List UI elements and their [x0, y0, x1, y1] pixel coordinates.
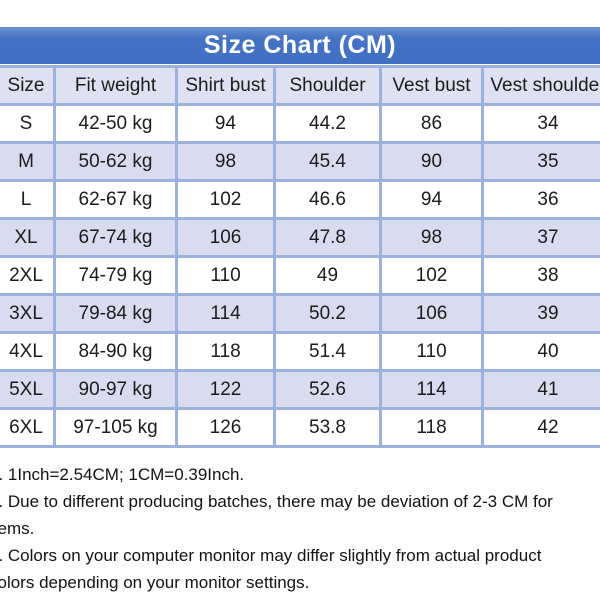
- table-cell: 110: [175, 255, 276, 296]
- table-cell: 6XL: [0, 407, 56, 448]
- table-cell: 36: [481, 179, 600, 220]
- table-cell: 40: [481, 331, 600, 372]
- table-cell: 94: [379, 179, 484, 220]
- table-cell: M: [0, 141, 56, 182]
- table-cell: 106: [379, 293, 484, 334]
- table-row-s: S 42-50 kg 94 44.2 86 34: [0, 103, 600, 144]
- table-cell: 118: [379, 407, 484, 448]
- table-cell: 118: [175, 331, 276, 372]
- note-line-4: 3. Colors on your computer monitor may d…: [0, 546, 542, 565]
- table-cell: 94: [175, 103, 276, 144]
- table-cell: 90-97 kg: [53, 369, 178, 410]
- table-cell: 67-74 kg: [53, 217, 178, 258]
- column-header-shirt-bust: Shirt bust: [175, 65, 276, 106]
- table-cell: 90: [379, 141, 484, 182]
- table-cell: 53.8: [273, 407, 382, 448]
- table-row-3xl: 3XL 79-84 kg 114 50.2 106 39: [0, 293, 600, 334]
- table-cell: 126: [175, 407, 276, 448]
- table-cell: 97-105 kg: [53, 407, 178, 448]
- table-row-5xl: 5XL 90-97 kg 122 52.6 114 41: [0, 369, 600, 410]
- table-cell: 39: [481, 293, 600, 334]
- table-cell: 34: [481, 103, 600, 144]
- table-cell: 2XL: [0, 255, 56, 296]
- table-cell: L: [0, 179, 56, 220]
- table-cell: 5XL: [0, 369, 56, 410]
- table-cell: 45.4: [273, 141, 382, 182]
- table-cell: 42-50 kg: [53, 103, 178, 144]
- table-cell: 52.6: [273, 369, 382, 410]
- table-cell: XL: [0, 217, 56, 258]
- column-header-size: Size: [0, 65, 56, 106]
- table-cell: 41: [481, 369, 600, 410]
- table-cell: S: [0, 103, 56, 144]
- table-row-m: M 50-62 kg 98 45.4 90 35: [0, 141, 600, 182]
- table-cell: 44.2: [273, 103, 382, 144]
- size-chart-table: Size Fit weight Shirt bust Shoulder Vest…: [0, 65, 600, 448]
- table-cell: 47.8: [273, 217, 382, 258]
- table-cell: 46.6: [273, 179, 382, 220]
- table-cell: 51.4: [273, 331, 382, 372]
- table-cell: 49: [273, 255, 382, 296]
- table-cell: 79-84 kg: [53, 293, 178, 334]
- table-cell: 50.2: [273, 293, 382, 334]
- column-header-shoulder: Shoulder: [273, 65, 382, 106]
- note-line-3: items.: [0, 519, 35, 538]
- table-cell: 3XL: [0, 293, 56, 334]
- table-cell: 35: [481, 141, 600, 182]
- column-header-fit-weight: Fit weight: [53, 65, 178, 106]
- table-row-4xl: 4XL 84-90 kg 118 51.4 110 40: [0, 331, 600, 372]
- column-header-vest-bust: Vest bust: [379, 65, 484, 106]
- table-row-xl: XL 67-74 kg 106 47.8 98 37: [0, 217, 600, 258]
- table-cell: 4XL: [0, 331, 56, 372]
- table-cell: 122: [175, 369, 276, 410]
- table-cell: 102: [379, 255, 484, 296]
- note-line-5: colors depending on your monitor setting…: [0, 573, 310, 592]
- table-cell: 74-79 kg: [53, 255, 178, 296]
- table-cell: 86: [379, 103, 484, 144]
- table-header-row: Size Fit weight Shirt bust Shoulder Vest…: [0, 65, 600, 106]
- table-row-l: L 62-67 kg 102 46.6 94 36: [0, 179, 600, 220]
- table-cell: 98: [379, 217, 484, 258]
- table-cell: 38: [481, 255, 600, 296]
- table-row-2xl: 2XL 74-79 kg 110 49 102 38: [0, 255, 600, 296]
- table-cell: 102: [175, 179, 276, 220]
- footer-notes: 1. 1Inch=2.54CM; 1CM=0.39Inch. 2. Due to…: [0, 461, 600, 596]
- table-row-6xl: 6XL 97-105 kg 126 53.8 118 42: [0, 407, 600, 448]
- table-cell: 114: [379, 369, 484, 410]
- note-line-2: 2. Due to different producing batches, t…: [0, 492, 553, 511]
- table-cell: 98: [175, 141, 276, 182]
- table-cell: 62-67 kg: [53, 179, 178, 220]
- table-cell: 114: [175, 293, 276, 334]
- table-cell: 106: [175, 217, 276, 258]
- table-cell: 110: [379, 331, 484, 372]
- table-cell: 50-62 kg: [53, 141, 178, 182]
- note-line-1: 1. 1Inch=2.54CM; 1CM=0.39Inch.: [0, 465, 245, 484]
- column-header-vest-shoulder: Vest shoulder: [481, 65, 600, 106]
- table-cell: 42: [481, 407, 600, 448]
- table-cell: 84-90 kg: [53, 331, 178, 372]
- size-chart-title: Size Chart (CM): [0, 27, 600, 64]
- table-cell: 37: [481, 217, 600, 258]
